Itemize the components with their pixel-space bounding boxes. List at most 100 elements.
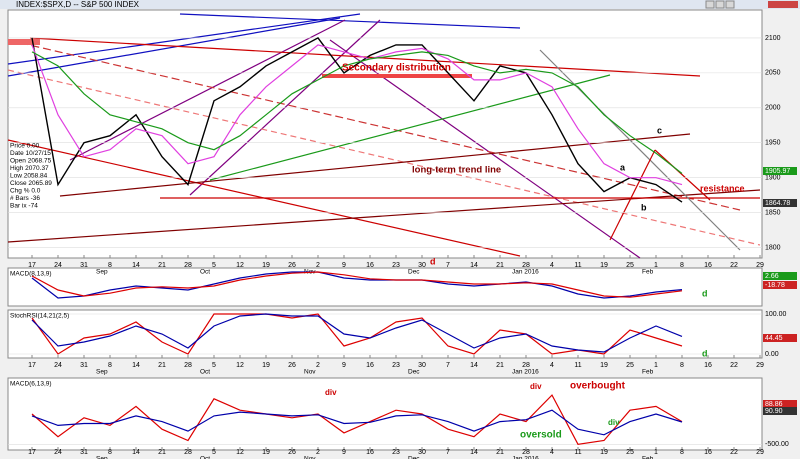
x-tick-label: 16 <box>704 362 712 369</box>
month-label: Sep <box>96 369 108 376</box>
x-tick-label: 11 <box>574 449 581 456</box>
info-text: Close 2065.89 <box>10 180 52 187</box>
x-tick-label: 19 <box>600 362 608 369</box>
series-line <box>31 44 683 186</box>
x-tick-label: 8 <box>108 449 112 456</box>
x-tick-label: 2 <box>316 362 320 369</box>
x-tick-label: 2 <box>316 449 320 456</box>
y-tick-label: 2050 <box>765 70 781 77</box>
month-label: Jan 2016 <box>512 269 539 276</box>
x-tick-label: 24 <box>54 262 62 269</box>
x-tick-label: 28 <box>184 362 192 369</box>
trend-line <box>609 149 656 241</box>
x-tick-label: 1 <box>654 262 658 269</box>
y-tick-label: -500.00 <box>765 441 789 448</box>
x-tick-label: 16 <box>366 449 374 456</box>
month-label: Jan 2016 <box>512 456 539 459</box>
month-label: Feb <box>642 269 654 276</box>
x-tick-label: 16 <box>704 449 712 456</box>
series-line <box>31 271 683 299</box>
x-tick-label: 16 <box>704 262 712 269</box>
x-tick-label: 31 <box>80 449 88 456</box>
annotation: div <box>608 418 620 427</box>
x-tick-label: 22 <box>730 362 738 369</box>
annotation: b <box>641 202 647 212</box>
month-label: Oct <box>200 369 210 376</box>
x-tick-label: 24 <box>54 362 62 369</box>
value-label: 90.90 <box>765 408 783 415</box>
window-button[interactable] <box>725 0 735 9</box>
series-line <box>31 409 683 436</box>
month-label: Dec <box>408 269 420 276</box>
x-tick-label: 16 <box>366 262 374 269</box>
window-button[interactable] <box>705 0 715 9</box>
month-label: Dec <box>408 456 420 459</box>
window-button[interactable] <box>715 0 725 9</box>
x-tick-label: 23 <box>392 362 400 369</box>
x-tick-label: 14 <box>132 262 140 269</box>
annotation: oversold <box>520 430 562 441</box>
x-tick-label: 17 <box>28 362 36 369</box>
series-line <box>31 394 683 445</box>
annotation: Secondary distribution <box>342 63 451 74</box>
y-tick-label: 2000 <box>765 105 781 112</box>
x-tick-label: 31 <box>80 362 88 369</box>
x-tick-label: 9 <box>342 449 346 456</box>
value-label: 1905.97 <box>765 168 790 175</box>
x-tick-label: 31 <box>80 262 88 269</box>
x-tick-label: 4 <box>550 449 554 456</box>
month-label: Feb <box>642 456 654 459</box>
x-tick-label: 29 <box>756 449 764 456</box>
close-button[interactable] <box>768 1 798 8</box>
long-term-trend-line <box>7 189 761 243</box>
annotation: div <box>530 382 542 391</box>
value-box <box>763 272 797 280</box>
series-line <box>31 51 683 174</box>
x-tick-label: 17 <box>28 262 36 269</box>
series-line <box>31 271 683 298</box>
info-text: Chg % 0.0 <box>10 188 41 195</box>
x-tick-label: 28 <box>522 362 530 369</box>
trend-line <box>209 74 611 181</box>
x-tick-label: 23 <box>392 262 400 269</box>
annotation: overbought <box>570 381 626 392</box>
value-box <box>763 281 797 289</box>
x-tick-label: 5 <box>212 449 216 456</box>
y-tick-label: 100.00 <box>765 311 787 318</box>
x-tick-label: 21 <box>158 362 166 369</box>
x-tick-label: 23 <box>392 449 400 456</box>
x-tick-label: 29 <box>756 262 764 269</box>
x-tick-label: 4 <box>550 362 554 369</box>
info-text: Date 10/27/15 <box>10 150 51 157</box>
x-tick-label: 8 <box>680 449 684 456</box>
x-tick-label: 22 <box>730 449 738 456</box>
x-tick-label: 1 <box>654 362 658 369</box>
x-tick-label: 1 <box>654 449 658 456</box>
x-tick-label: 30 <box>418 362 426 369</box>
y-tick-label: 1900 <box>765 175 781 182</box>
x-tick-label: 25 <box>626 362 634 369</box>
x-tick-label: 30 <box>418 449 426 456</box>
value-label: 1864.78 <box>765 200 790 207</box>
x-tick-label: 4 <box>550 262 554 269</box>
trend-line <box>654 149 711 201</box>
x-tick-label: 25 <box>626 262 634 269</box>
chart-title: INDEX:$SPX,D -- S&P 500 INDEX <box>16 0 140 9</box>
x-tick-label: 21 <box>158 262 166 269</box>
x-tick-label: 29 <box>756 362 764 369</box>
x-tick-label: 25 <box>626 449 634 456</box>
value-label: 2.66 <box>765 273 779 280</box>
x-tick-label: 14 <box>132 362 140 369</box>
trend-line <box>59 133 691 197</box>
info-text: Low 2058.84 <box>10 173 48 180</box>
x-tick-label: 17 <box>28 449 36 456</box>
trend-line <box>7 13 361 65</box>
month-label: Sep <box>96 456 108 459</box>
trend-line <box>7 69 761 246</box>
x-tick-label: 12 <box>236 362 244 369</box>
value-label: 44.45 <box>765 335 783 342</box>
x-tick-label: 21 <box>158 449 166 456</box>
x-tick-label: 7 <box>446 262 450 269</box>
x-tick-label: 14 <box>470 449 478 456</box>
